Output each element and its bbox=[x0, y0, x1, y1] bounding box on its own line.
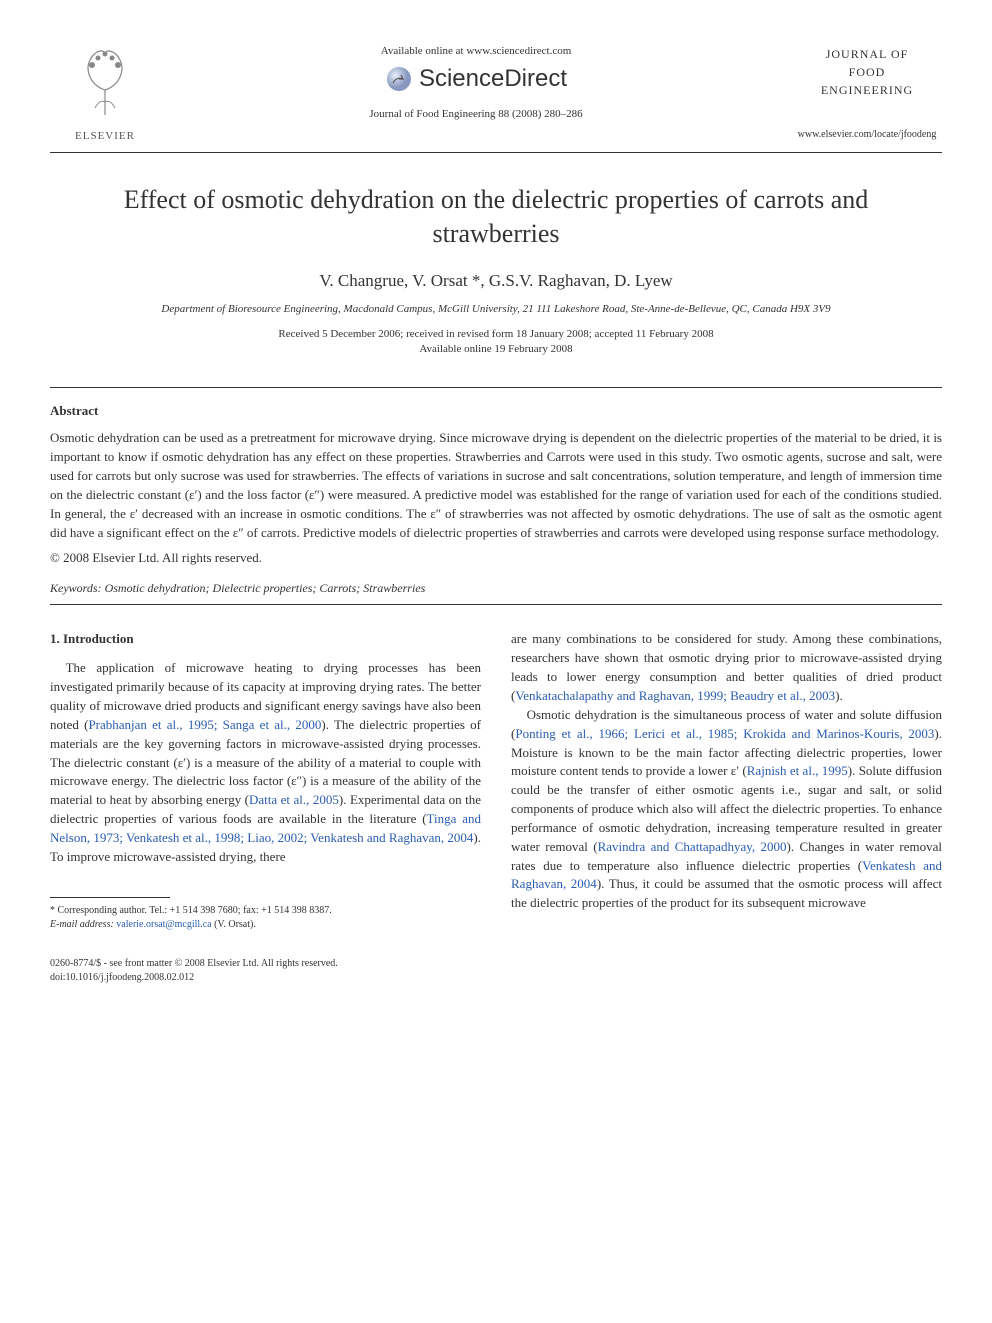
section-heading: 1. Introduction bbox=[50, 630, 481, 649]
sciencedirect-icon bbox=[385, 65, 413, 93]
citation-link[interactable]: Ponting et al., 1966; Lerici et al., 198… bbox=[515, 726, 934, 741]
email-link[interactable]: valerie.orsat@mcgill.ca bbox=[116, 919, 211, 930]
abstract-heading: Abstract bbox=[50, 403, 942, 419]
sciencedirect-text: ScienceDirect bbox=[419, 65, 567, 93]
sciencedirect-brand: ScienceDirect bbox=[160, 65, 792, 93]
journal-name: JOURNAL OF FOOD ENGINEERING bbox=[792, 45, 942, 99]
keywords-text: Osmotic dehydration; Dielectric properti… bbox=[105, 581, 426, 595]
corresponding-author-footnote: * Corresponding author. Tel.: +1 514 398… bbox=[50, 904, 481, 932]
affiliation: Department of Bioresource Engineering, M… bbox=[50, 303, 942, 315]
abstract-text: Osmotic dehydration can be used as a pre… bbox=[50, 429, 942, 542]
elsevier-label: ELSEVIER bbox=[50, 130, 160, 142]
citation-link[interactable]: Ravindra and Chattapadhyay, 2000 bbox=[598, 839, 787, 854]
email-label: E-mail address: bbox=[50, 919, 114, 930]
journal-name-box: JOURNAL OF FOOD ENGINEERING www.elsevier… bbox=[792, 40, 942, 140]
journal-name-line: ENGINEERING bbox=[821, 83, 913, 97]
column-left: 1. Introduction The application of micro… bbox=[50, 630, 481, 984]
journal-name-line: JOURNAL OF bbox=[826, 47, 909, 61]
journal-name-line: FOOD bbox=[849, 65, 886, 79]
citation-link[interactable]: Prabhanjan et al., 1995; Sanga et al., 2… bbox=[88, 717, 321, 732]
body-paragraph: The application of microwave heating to … bbox=[50, 659, 481, 866]
footnote-line: E-mail address: valerie.orsat@mcgill.ca … bbox=[50, 918, 481, 932]
keywords-label: Keywords: bbox=[50, 581, 102, 595]
citation-link[interactable]: Venkatachalapathy and Raghavan, 1999; Be… bbox=[515, 688, 835, 703]
center-header: Available online at www.sciencedirect.co… bbox=[160, 40, 792, 120]
bottom-info: 0260-8774/$ - see front matter © 2008 El… bbox=[50, 957, 481, 985]
text-run: ). bbox=[835, 688, 843, 703]
column-right: are many combinations to be considered f… bbox=[511, 630, 942, 984]
dates-online: Available online 19 February 2008 bbox=[419, 343, 572, 355]
footnote-line: * Corresponding author. Tel.: +1 514 398… bbox=[50, 904, 481, 918]
keywords: Keywords: Osmotic dehydration; Dielectri… bbox=[50, 581, 942, 596]
authors-line: V. Changrue, V. Orsat *, G.S.V. Raghavan… bbox=[50, 271, 942, 291]
footnote-divider bbox=[50, 897, 170, 898]
body-paragraph: are many combinations to be considered f… bbox=[511, 630, 942, 705]
paper-header: ELSEVIER Available online at www.science… bbox=[50, 40, 942, 153]
email-suffix: (V. Orsat). bbox=[214, 919, 256, 930]
issn-line: 0260-8774/$ - see front matter © 2008 El… bbox=[50, 957, 481, 971]
divider bbox=[50, 387, 942, 388]
divider bbox=[50, 604, 942, 605]
copyright-line: © 2008 Elsevier Ltd. All rights reserved… bbox=[50, 550, 942, 566]
article-dates: Received 5 December 2006; received in re… bbox=[50, 327, 942, 358]
dates-received: Received 5 December 2006; received in re… bbox=[278, 328, 713, 340]
body-columns: 1. Introduction The application of micro… bbox=[50, 630, 942, 984]
citation-link[interactable]: Datta et al., 2005 bbox=[249, 792, 339, 807]
article-title: Effect of osmotic dehydration on the die… bbox=[110, 183, 882, 251]
available-online-text: Available online at www.sciencedirect.co… bbox=[160, 45, 792, 57]
journal-citation: Journal of Food Engineering 88 (2008) 28… bbox=[160, 108, 792, 120]
body-paragraph: Osmotic dehydration is the simultaneous … bbox=[511, 706, 942, 913]
elsevier-tree-icon bbox=[70, 40, 140, 120]
publisher-logo-block: ELSEVIER bbox=[50, 40, 160, 142]
doi-line: doi:10.1016/j.jfoodeng.2008.02.012 bbox=[50, 971, 481, 985]
journal-url: www.elsevier.com/locate/jfoodeng bbox=[792, 129, 942, 140]
citation-link[interactable]: Rajnish et al., 1995 bbox=[747, 763, 848, 778]
